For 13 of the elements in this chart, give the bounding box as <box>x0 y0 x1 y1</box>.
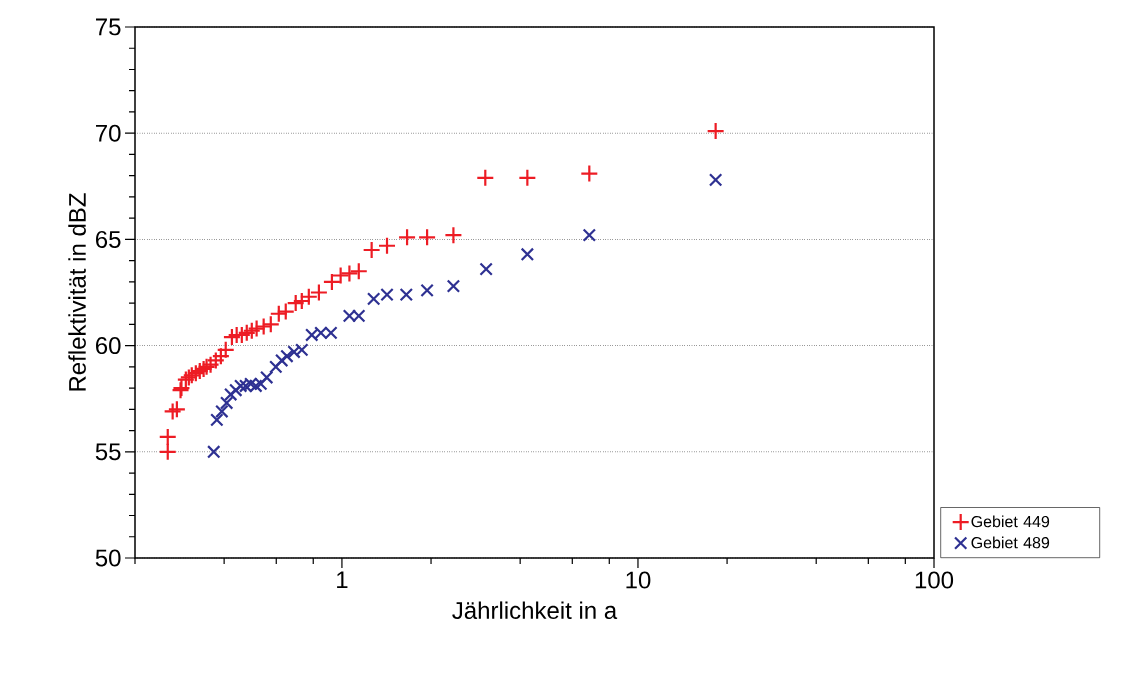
legend-label: Gebiet 449 <box>971 515 1050 528</box>
y-tick-label: 60 <box>96 337 121 355</box>
x-axis-title: Jährlichkeit in a <box>452 601 618 620</box>
y-tick-label: 70 <box>96 124 121 142</box>
y-tick-label: 75 <box>96 18 121 36</box>
y-axis-title: Reflektivität in dBZ <box>68 193 86 391</box>
y-tick-label: 65 <box>96 230 121 248</box>
x-tick-label: 10 <box>626 571 651 589</box>
y-tick-label: 50 <box>95 549 121 567</box>
legend-label: Gebiet 489 <box>971 536 1050 549</box>
y-tick-label: 55 <box>95 443 121 461</box>
x-tick-label: 1 <box>337 571 348 589</box>
x-tick-label: 100 <box>915 571 954 589</box>
